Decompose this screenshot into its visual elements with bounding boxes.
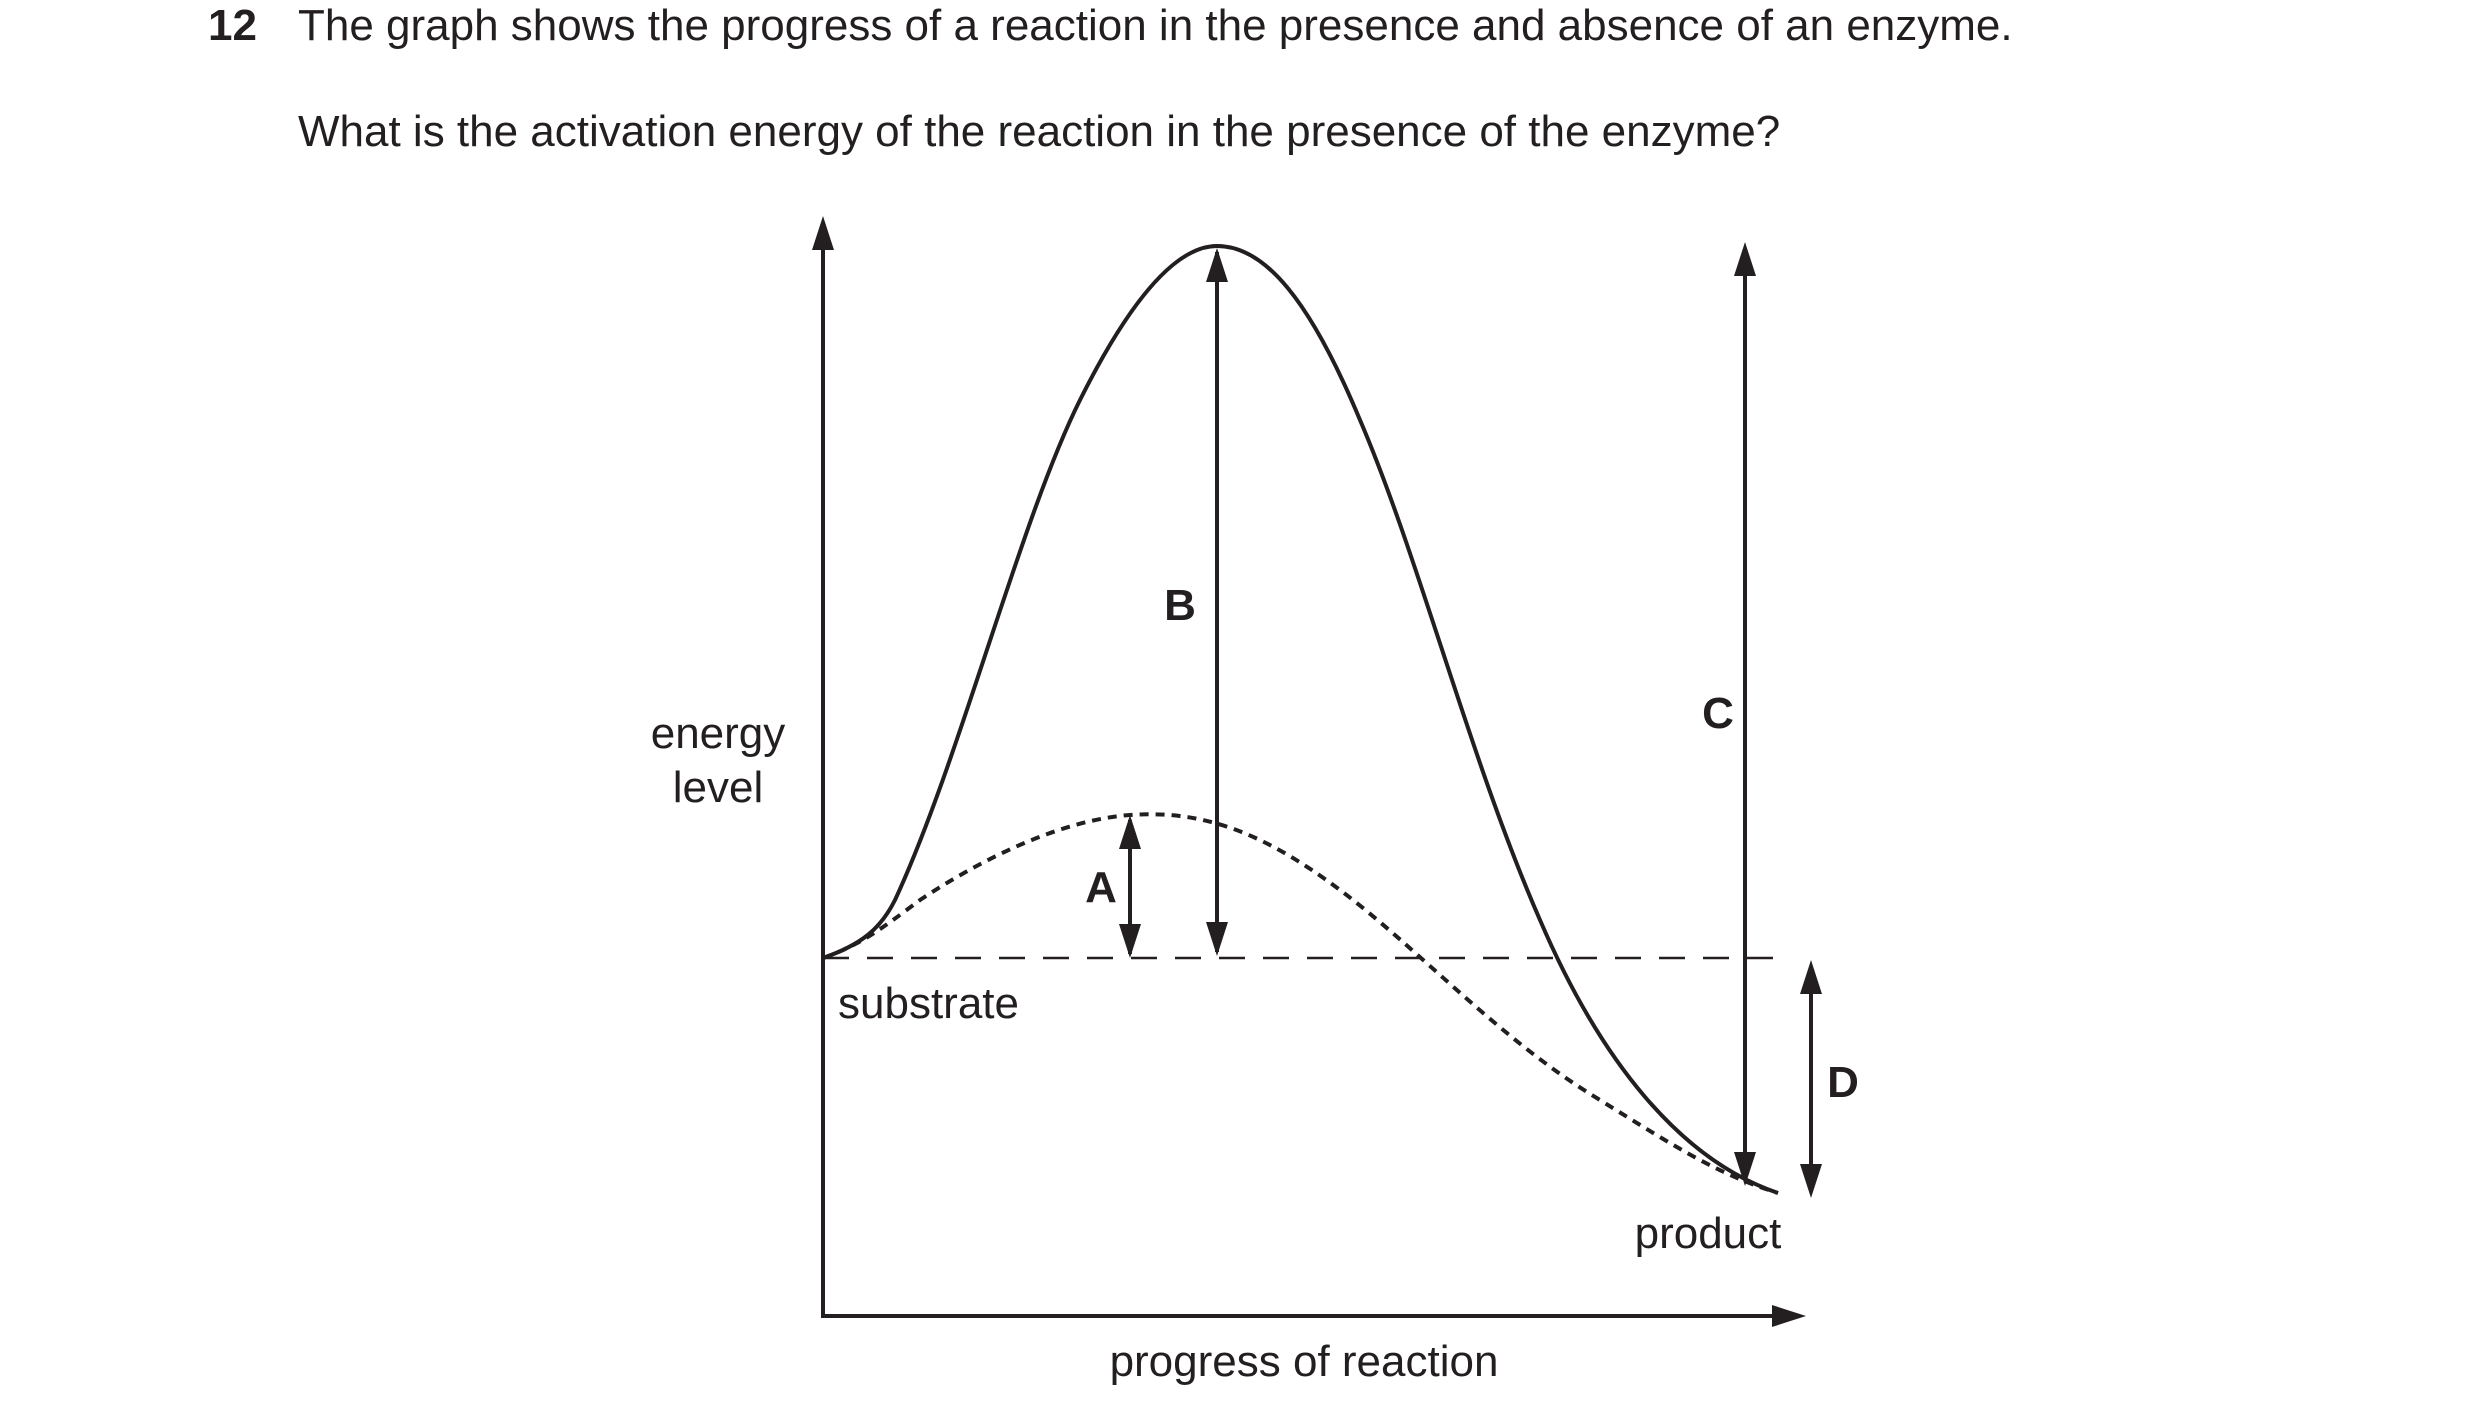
enzyme-curve [822, 812, 1779, 1195]
y-axis-label-energy: energy [651, 709, 786, 758]
substrate-label: substrate [838, 979, 1019, 1028]
x-axis-label: progress of reaction [1110, 1337, 1499, 1386]
arrow-b-head-top [1206, 248, 1228, 282]
label-a: A [1085, 863, 1117, 912]
question-text-line2: What is the activation energy of the rea… [298, 107, 1781, 156]
question-text-line1: The graph shows the progress of a reacti… [298, 1, 2013, 50]
question-number: 12 [208, 1, 257, 50]
arrow-a-head-top [1119, 815, 1141, 849]
label-b: B [1164, 581, 1196, 630]
arrow-d-head-top [1800, 960, 1822, 994]
y-axis-arrowhead [812, 216, 834, 250]
arrow-c-head-bottom [1734, 1152, 1756, 1186]
uncatalysed-curve [822, 243, 1779, 1195]
product-label: product [1635, 1209, 1782, 1258]
arrow-b-head-bottom [1206, 922, 1228, 956]
label-d: D [1827, 1058, 1859, 1107]
y-axis-label-level: level [673, 763, 764, 812]
arrow-d-head-bottom [1800, 1164, 1822, 1198]
arrow-a-head-bottom [1119, 924, 1141, 958]
arrow-c-head-top [1734, 242, 1756, 276]
label-c: C [1702, 689, 1734, 738]
x-axis-arrowhead [1772, 1305, 1806, 1327]
